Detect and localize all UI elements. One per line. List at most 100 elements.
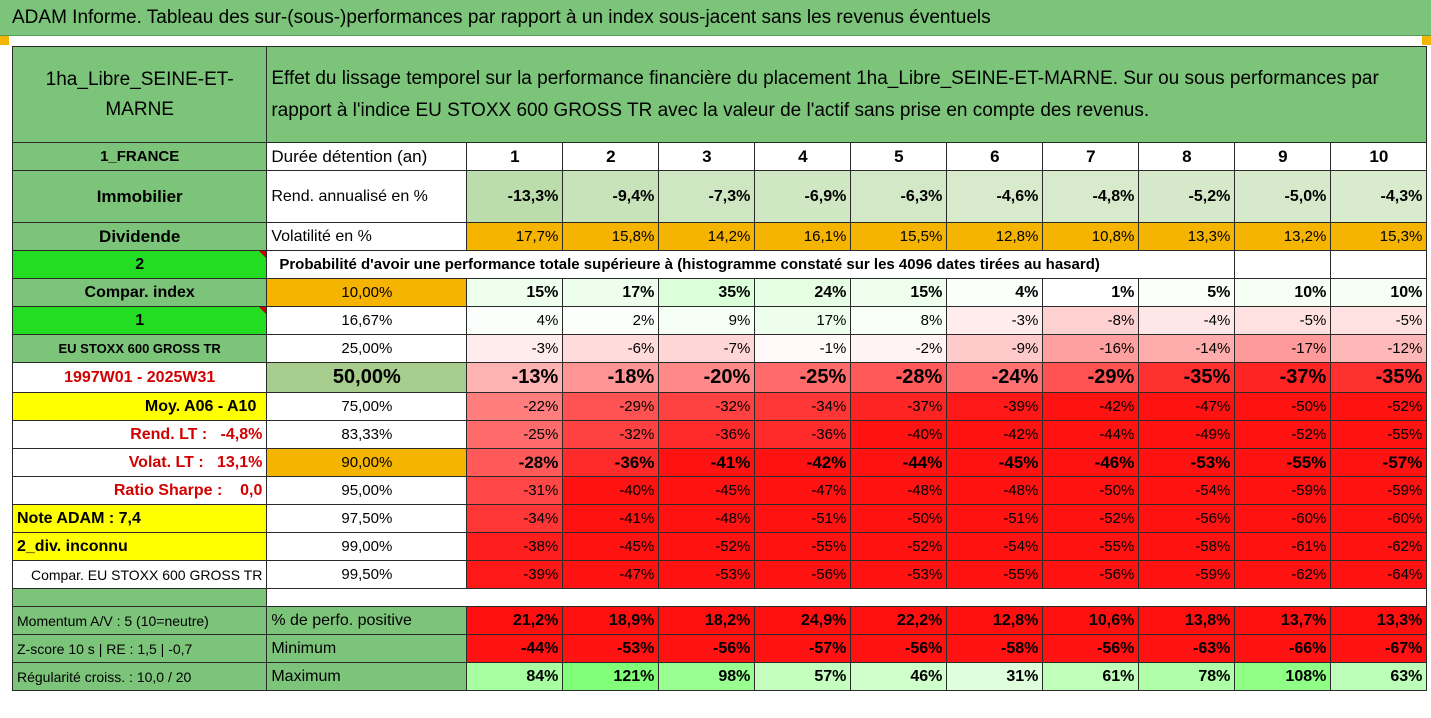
stats-value-cell: -53% <box>562 634 660 663</box>
return-value-cell: -7,3% <box>658 170 756 223</box>
stats-value-cell: -67% <box>1330 634 1428 663</box>
stats-value-cell: -58% <box>946 634 1044 663</box>
report-title: ADAM Informe. Tableau des sur-(sous-)per… <box>0 0 1431 36</box>
probability-value-cell: -47% <box>754 476 852 505</box>
percentile-cell: 99,50% <box>266 560 468 589</box>
probability-value-cell: -8% <box>1042 306 1140 335</box>
return-value-cell: -4,6% <box>946 170 1044 223</box>
probability-value-cell: -9% <box>946 334 1044 363</box>
return-value-cell: -6,3% <box>850 170 948 223</box>
probability-value-cell: -36% <box>754 420 852 449</box>
probability-row: 2_div. inconnu 99,00% -38% -45% -52% -55% -52%… <box>11 532 1428 561</box>
year-header-cell: 8 <box>1138 142 1236 171</box>
years-label: Durée détention (an) <box>266 142 468 171</box>
probability-value-cell: 10% <box>1234 278 1332 307</box>
probability-value-cell: 9% <box>658 306 756 335</box>
stats-label-cell: Z-score 10 s | RE : 1,5 | -0,7 <box>11 634 268 663</box>
probability-value-cell: -28% <box>850 362 948 393</box>
probability-value-cell: -64% <box>1330 560 1428 589</box>
return-value-cell: -5,0% <box>1234 170 1332 223</box>
stats-name-cell: Maximum <box>266 662 468 691</box>
stats-value-cell: 98% <box>658 662 756 691</box>
probability-value-cell: -29% <box>562 392 660 421</box>
dividend-cell: Dividende <box>11 222 268 251</box>
probability-value-cell: -42% <box>946 420 1044 449</box>
percentile-cell: 99,00% <box>266 532 468 561</box>
stats-value-cell: 22,2% <box>850 606 948 635</box>
corner-marker-right <box>1422 36 1431 45</box>
percentile-cell: 75,00% <box>266 392 468 421</box>
probability-row: Moy. A06 - A10 75,00% -22% -29% -32% -34% -37%… <box>11 392 1428 421</box>
probability-value-cell: -5% <box>1330 306 1428 335</box>
empty-cell <box>1234 250 1332 279</box>
stats-name-cell: Minimum <box>266 634 468 663</box>
probability-value-cell: -52% <box>850 532 948 561</box>
volatility-value-cell: 15,8% <box>562 222 660 251</box>
stats-value-cell: 46% <box>850 662 948 691</box>
probability-row: Compar. index 10,00% 15% 17% 35% 24% 15% 4% 1% 5%… <box>11 278 1428 307</box>
probability-value-cell: -60% <box>1234 504 1332 533</box>
probability-value-cell: -1% <box>754 334 852 363</box>
probability-value-cell: -40% <box>562 476 660 505</box>
year-header-cell: 3 <box>658 142 756 171</box>
country-cell: 1_FRANCE <box>11 142 268 171</box>
probability-value-cell: -45% <box>562 532 660 561</box>
row-label-cell: Moy. A06 - A10 <box>11 392 268 421</box>
probability-value-cell: -50% <box>850 504 948 533</box>
percentile-cell: 90,00% <box>266 448 468 477</box>
probability-value-cell: -4% <box>1138 306 1236 335</box>
probability-value-cell: -60% <box>1330 504 1428 533</box>
stats-value-cell: 13,3% <box>1330 606 1428 635</box>
probability-value-cell: -62% <box>1234 560 1332 589</box>
percentile-cell: 16,67% <box>266 306 468 335</box>
year-header-cell: 7 <box>1042 142 1140 171</box>
percentile-cell: 50,00% <box>266 362 468 393</box>
spacer-row <box>11 588 1428 607</box>
stats-value-cell: 57% <box>754 662 852 691</box>
volatility-value-cell: 13,2% <box>1234 222 1332 251</box>
stats-value-cell: 18,2% <box>658 606 756 635</box>
probability-value-cell: -25% <box>466 420 564 449</box>
stats-value-cell: 13,8% <box>1138 606 1236 635</box>
probability-value-cell: -52% <box>658 532 756 561</box>
probability-value-cell: -32% <box>562 420 660 449</box>
year-header-cell: 1 <box>466 142 564 171</box>
stats-value-cell: 10,6% <box>1042 606 1140 635</box>
row-label-cell: 2_div. inconnu <box>11 532 268 561</box>
probability-value-cell: -5% <box>1234 306 1332 335</box>
volatility-value-cell: 14,2% <box>658 222 756 251</box>
probability-row: Ratio Sharpe : 0,0 95,00% -31% -40% -45% -47%… <box>11 476 1428 505</box>
volatility-row: Dividende Volatilité en % 17,7% 15,8% 14,2% 1… <box>11 222 1428 251</box>
probability-value-cell: -20% <box>658 362 756 393</box>
probability-value-cell: -42% <box>754 448 852 477</box>
probability-value-cell: 5% <box>1138 278 1236 307</box>
probability-value-cell: -56% <box>754 560 852 589</box>
probability-value-cell: -3% <box>466 334 564 363</box>
stats-row: Régularité croiss. : 10,0 / 20 Maximum 84%… <box>11 662 1428 691</box>
probability-row: 1 16,67% 4% 2% 9% 17% 8% -3% -8% -4% -5% -5% <box>11 306 1428 335</box>
probability-value-cell: 35% <box>658 278 756 307</box>
probability-value-cell: -53% <box>658 560 756 589</box>
probability-value-cell: -41% <box>658 448 756 477</box>
probability-value-cell: -44% <box>850 448 948 477</box>
probability-value-cell: -3% <box>946 306 1044 335</box>
probability-value-cell: -51% <box>946 504 1044 533</box>
volatility-value-cell: 16,1% <box>754 222 852 251</box>
probability-value-cell: -49% <box>1138 420 1236 449</box>
year-header-cell: 4 <box>754 142 852 171</box>
return-value-cell: -9,4% <box>562 170 660 223</box>
probability-value-cell: -22% <box>466 392 564 421</box>
year-header-cell: 10 <box>1330 142 1428 171</box>
stats-value-cell: 61% <box>1042 662 1140 691</box>
probability-value-cell: 10% <box>1330 278 1428 307</box>
return-row: Immobilier Rend. annualisé en % -13,3% -9,4… <box>11 170 1428 223</box>
probability-value-cell: 8% <box>850 306 948 335</box>
probability-value-cell: -38% <box>466 532 564 561</box>
percentile-cell: 83,33% <box>266 420 468 449</box>
probability-value-cell: -52% <box>1042 504 1140 533</box>
probability-value-cell: -50% <box>1234 392 1332 421</box>
probability-value-cell: -53% <box>850 560 948 589</box>
row-label-cell: Compar. index <box>11 278 268 307</box>
probability-value-cell: -35% <box>1138 362 1236 393</box>
row-label-cell: EU STOXX 600 GROSS TR <box>11 334 268 363</box>
